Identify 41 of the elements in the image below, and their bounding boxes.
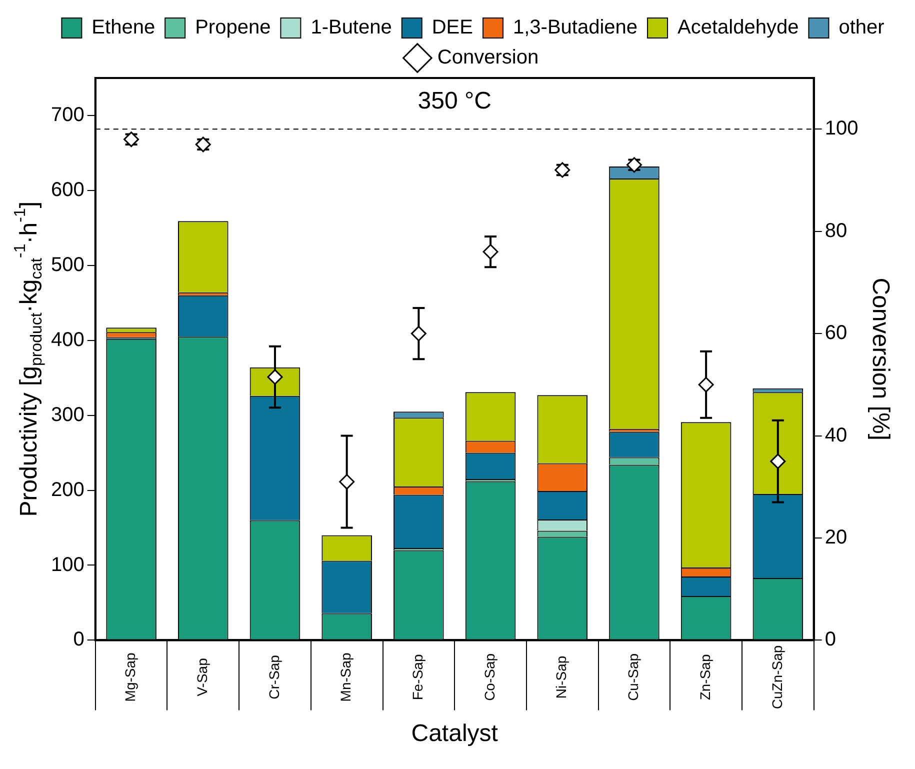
legend-label: other <box>838 16 885 39</box>
y-tick-label: 500 <box>50 254 84 276</box>
x-tick-label: Zn-Sap <box>696 654 713 700</box>
x-tick-label: Cu-Sap <box>625 653 642 701</box>
legend-label: Acetaldehyde <box>678 16 799 39</box>
x-tick-label: V-Sap <box>194 658 210 696</box>
y-tick-label: 200 <box>50 478 84 501</box>
point <box>698 376 714 392</box>
x-tick-label: Mg-Sap <box>122 652 138 702</box>
y-tick-label: 700 <box>50 104 84 126</box>
x-tick-label: Ni-Sap <box>553 656 570 699</box>
legend-label: DEE <box>432 16 473 39</box>
y-tick-label: 600 <box>50 178 84 201</box>
x-tick-label: Co-Sap <box>481 653 498 701</box>
point <box>339 474 355 490</box>
y2-tick-label: 0 <box>824 628 836 651</box>
annotation: 350 °C <box>418 88 492 115</box>
legend-label: Propene <box>195 16 271 39</box>
point <box>410 326 426 342</box>
legend-label: Conversion <box>437 46 539 69</box>
y-tick-label: 0 <box>73 628 84 651</box>
y-axis-title: Productivity [gproduct·kgcat-1·h-1] <box>12 201 46 517</box>
point <box>482 244 498 260</box>
x-axis-title: Catalyst <box>411 720 498 748</box>
y-tick-label: 300 <box>50 404 84 426</box>
x-tick-label: Mn-Sap <box>338 652 354 702</box>
y2-tick-label: 100 <box>824 118 858 140</box>
legend-label: 1,3-Butadiene <box>512 16 638 39</box>
legend-label: Ethene <box>92 16 156 39</box>
x-tick-label: CuZn-Sap <box>768 645 785 710</box>
y2-tick-label: 80 <box>824 220 848 242</box>
point <box>770 454 786 470</box>
legend-label: 1-Butene <box>310 16 392 39</box>
y2-tick-label: 40 <box>824 424 848 446</box>
y-tick-label: 400 <box>50 328 84 351</box>
y2-tick-label: 60 <box>824 322 848 344</box>
y-tick-label: 100 <box>50 554 84 576</box>
y2-axis-title: Conversion [%] <box>866 278 894 440</box>
x-tick-label: Cr-Sap <box>266 654 282 700</box>
y2-tick-label: 20 <box>824 526 848 548</box>
x-tick-label: Fe-Sap <box>410 654 426 700</box>
